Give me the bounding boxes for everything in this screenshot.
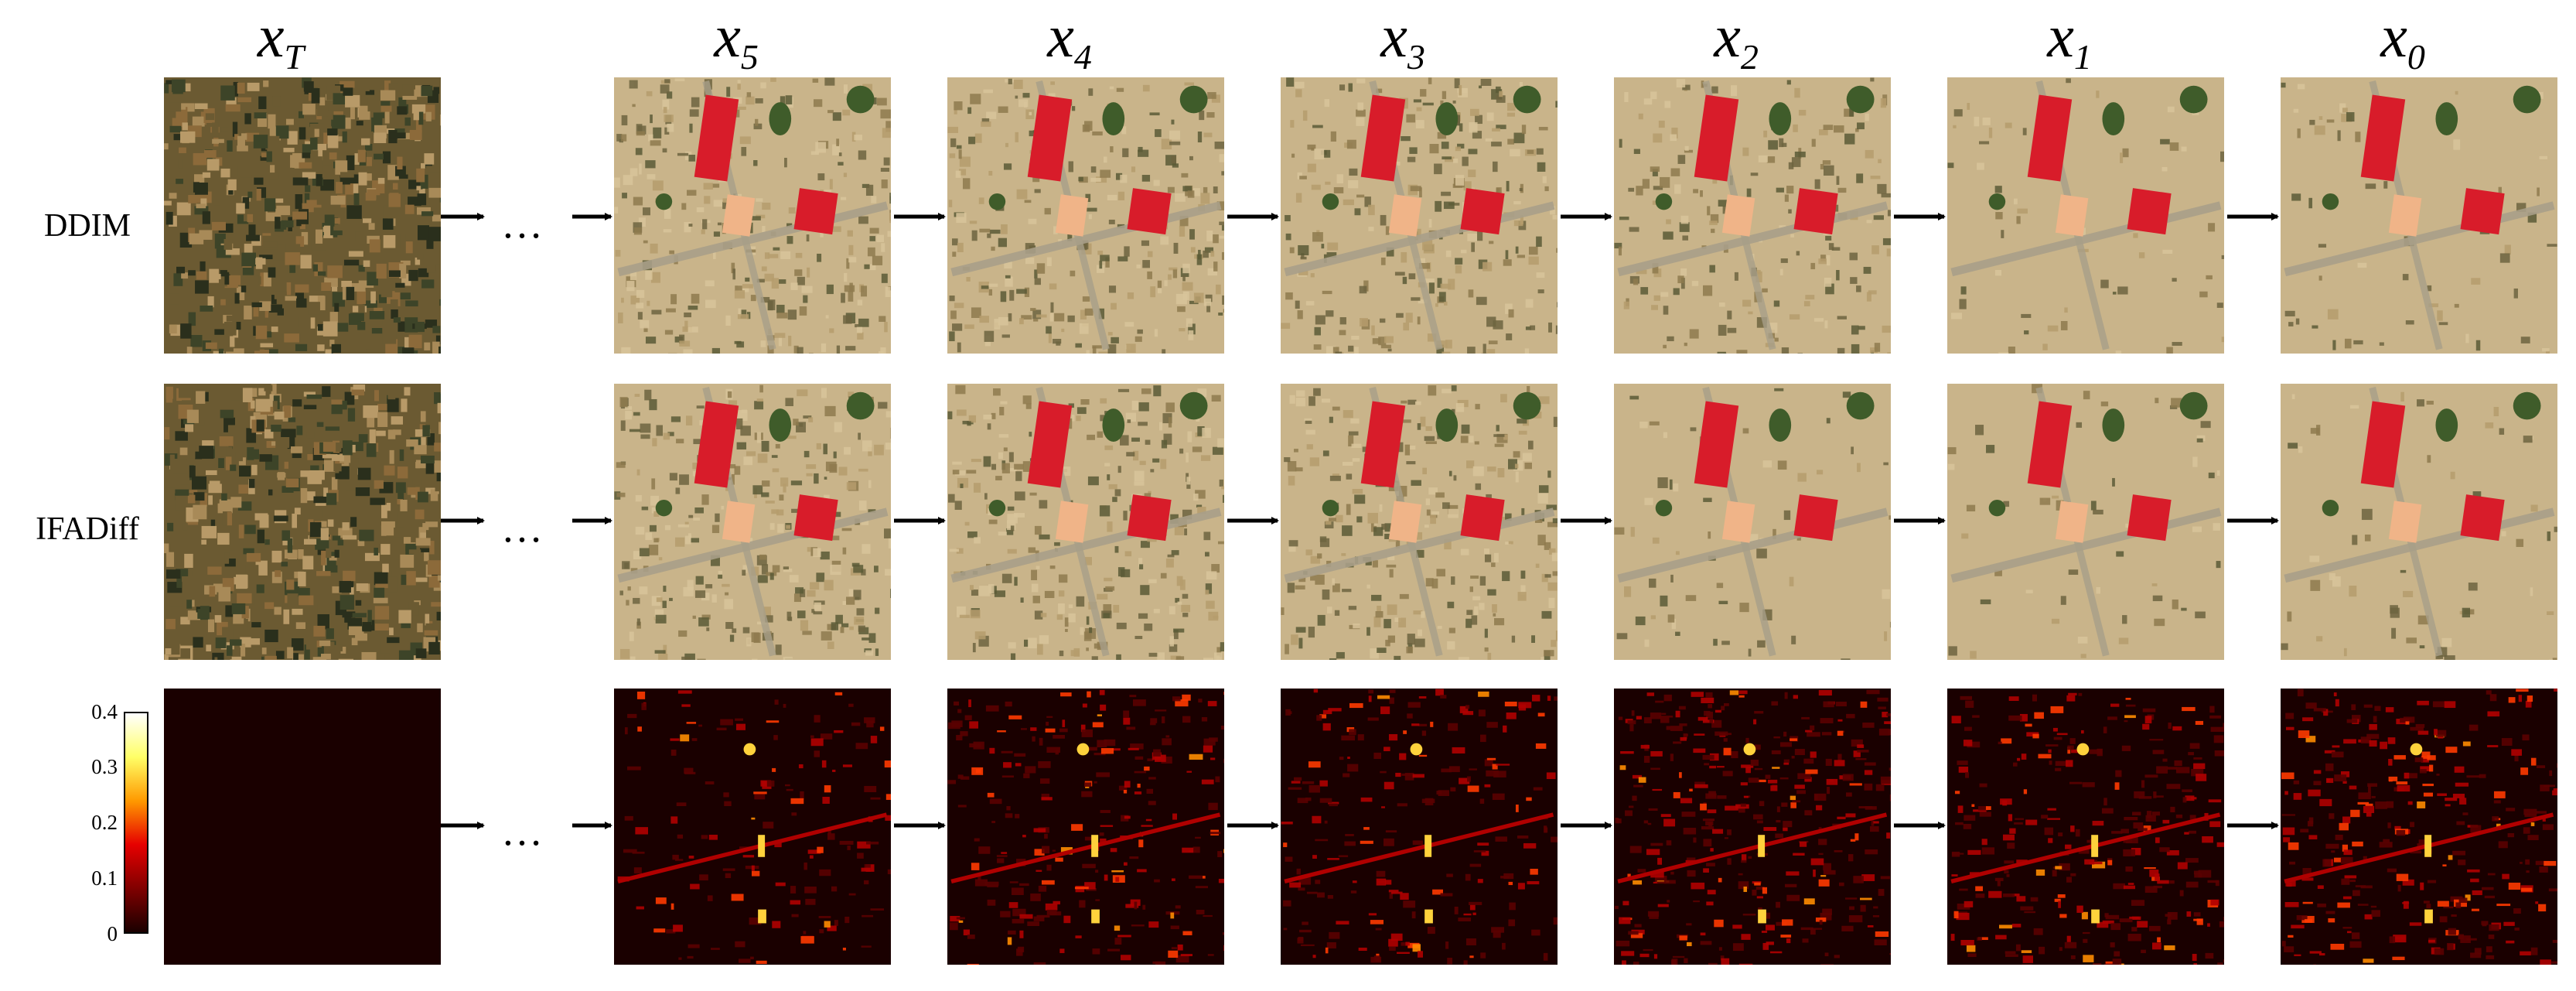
col-header-sub: 2 (1740, 37, 1759, 77)
ellipsis-row-3: … (501, 808, 543, 854)
col-header-x5: x5 (597, 6, 875, 75)
colorbar-tick: 0.1 (91, 866, 118, 890)
col-header-sub: 4 (1073, 37, 1092, 77)
col-header-sub: T (284, 37, 305, 77)
tile-ddim-x0 (2281, 77, 2557, 354)
tile-ifadiff-x0 (2281, 384, 2557, 660)
tile-ifadiff-xT (164, 384, 441, 660)
tile-ddim-xT (164, 77, 441, 354)
col-header-x1: x1 (1930, 6, 2209, 75)
col-header-sub: 1 (2073, 37, 2092, 77)
tile-diff-x4 (947, 689, 1224, 965)
col-header-sub: 0 (2407, 37, 2425, 77)
col-header-sub: 3 (1407, 37, 1425, 77)
col-header-x0: x0 (2264, 6, 2542, 75)
col-header-x2: x2 (1597, 6, 1875, 75)
col-header-base: x (1714, 2, 1741, 70)
tile-diff-x2 (1614, 689, 1891, 965)
tile-ifadiff-x3 (1281, 384, 1558, 660)
colorbar-tick: 0 (107, 922, 118, 945)
tile-ddim-x2 (1614, 77, 1891, 354)
colorbar-tick: 0.3 (91, 755, 118, 778)
row-label-ddim: DDIM (44, 208, 131, 244)
row-label-ifadiff: IFADiff (36, 511, 139, 547)
tile-diff-x5 (614, 689, 891, 965)
col-header-base: x (714, 2, 741, 70)
col-header-base: x (257, 2, 285, 70)
tile-ddim-x1 (1947, 77, 2224, 354)
colorbar-tick: 0.2 (91, 811, 118, 834)
tile-diff-x1 (1947, 689, 2224, 965)
tile-diff-x3 (1281, 689, 1558, 965)
tile-ifadiff-x2 (1614, 384, 1891, 660)
ellipsis-row-1: … (501, 200, 543, 247)
col-header-base: x (2380, 2, 2407, 70)
col-header-x3: x3 (1264, 6, 1542, 75)
colorbar-tick: 0.4 (91, 700, 118, 723)
tile-ifadiff-x5 (614, 384, 891, 660)
col-header-base: x (2047, 2, 2074, 70)
col-header-x4: x4 (930, 6, 1209, 75)
tile-diff-x0 (2281, 689, 2557, 965)
tile-ddim-x4 (947, 77, 1224, 354)
colorbar-gradient (124, 712, 148, 934)
col-header-xT: xT (142, 6, 420, 75)
ellipsis-row-2: … (501, 504, 543, 551)
tile-ifadiff-x4 (947, 384, 1224, 660)
tile-ddim-x3 (1281, 77, 1558, 354)
col-header-sub: 5 (740, 37, 759, 77)
col-header-base: x (1047, 2, 1074, 70)
tile-ddim-x5 (614, 77, 891, 354)
tile-ifadiff-x1 (1947, 384, 2224, 660)
tile-diff-xT (164, 689, 441, 965)
col-header-base: x (1380, 2, 1407, 70)
